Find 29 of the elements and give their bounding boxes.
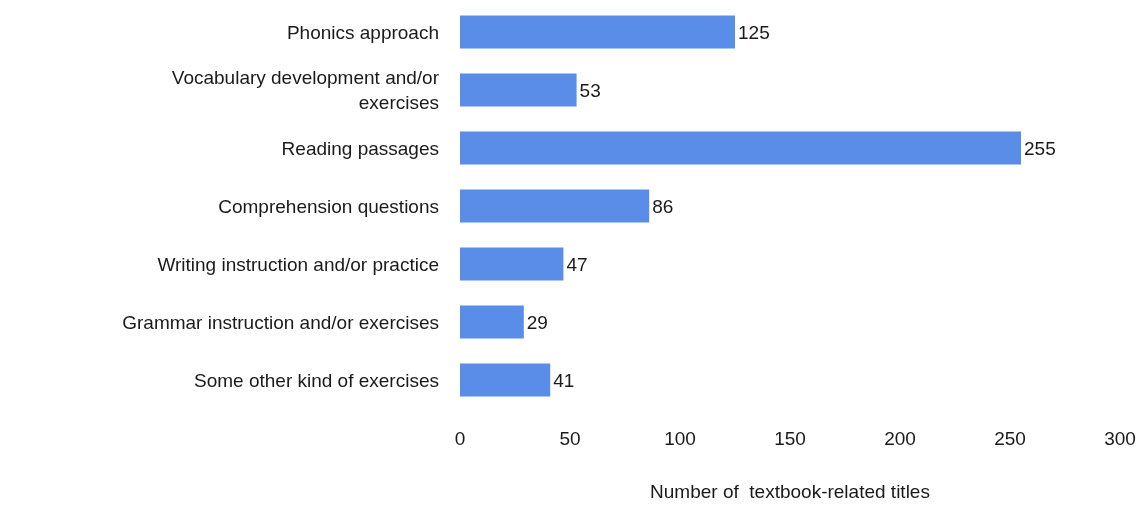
y-tick-label: Reading passages [281,137,439,159]
y-tick-label: Grammar instruction and/or exercises [122,311,439,333]
x-tick-label: 300 [1104,428,1136,449]
bar [460,15,735,49]
y-tick-label: Comprehension questions [218,195,439,217]
x-axis-title: Number of textbook-related titles [650,480,930,502]
x-tick-label: 200 [884,428,916,449]
y-tick-label: Phonics approach [286,21,439,43]
data-label: 53 [579,79,601,101]
data-label: 255 [1024,137,1056,159]
bar [460,189,650,223]
data-label: 47 [566,253,588,275]
y-tick-label: Vocabulary development and/or exercises [171,67,440,113]
data-label: 125 [738,21,770,43]
data-label: 41 [553,369,575,391]
data-label: 86 [652,195,674,217]
x-tick-label: 0 [454,428,466,449]
x-tick-label: 50 [559,428,581,449]
bar [460,131,1021,165]
bar [460,247,564,281]
x-tick-label: 150 [774,428,806,449]
bar [460,305,524,339]
y-tick-label: Some other kind of exercises [193,369,439,391]
y-tick-label: Writing instruction and/or practice [157,253,439,275]
x-tick-label: 250 [994,428,1026,449]
bar [460,73,577,107]
x-tick-label: 100 [664,428,696,449]
bar [460,363,551,397]
data-label: 29 [526,311,548,333]
